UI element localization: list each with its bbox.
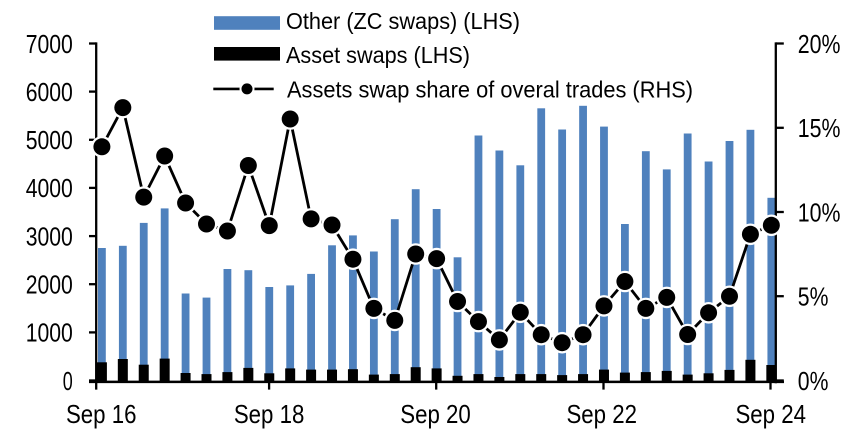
svg-text:7000: 7000: [26, 29, 73, 59]
svg-text:Sep 18: Sep 18: [234, 399, 305, 429]
svg-text:0: 0: [63, 366, 73, 396]
svg-text:20%: 20%: [798, 29, 841, 59]
svg-text:6000: 6000: [26, 77, 73, 107]
svg-text:3000: 3000: [26, 221, 73, 251]
svg-text:2000: 2000: [26, 270, 73, 300]
svg-text:4000: 4000: [26, 173, 73, 203]
svg-text:10%: 10%: [798, 197, 841, 227]
svg-text:15%: 15%: [798, 113, 841, 143]
svg-text:1000: 1000: [26, 318, 73, 348]
svg-text:Sep 16: Sep 16: [66, 399, 137, 429]
svg-text:Asset swaps (LHS): Asset swaps (LHS): [286, 42, 470, 68]
svg-text:5%: 5%: [798, 282, 829, 312]
svg-text:Sep 22: Sep 22: [566, 399, 637, 429]
svg-text:Assets swap share of overal tr: Assets swap share of overal trades (RHS): [287, 76, 693, 102]
svg-text:Sep 20: Sep 20: [400, 399, 471, 429]
svg-text:5000: 5000: [26, 125, 73, 155]
svg-text:0%: 0%: [798, 366, 829, 396]
svg-text:Other (ZC swaps) (LHS): Other (ZC swaps) (LHS): [286, 8, 520, 34]
svg-text:Sep 24: Sep 24: [735, 399, 806, 429]
